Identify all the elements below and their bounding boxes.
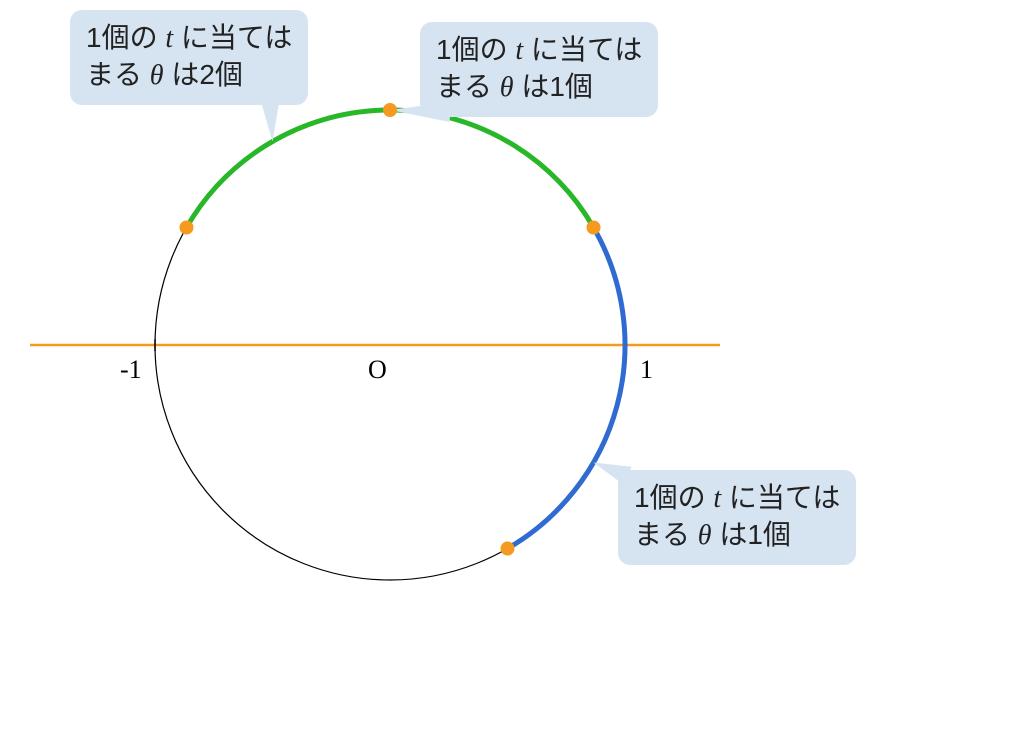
coord-label-0: -1 [120,355,142,384]
callout-top-right: 1個の t に当てはまる θ は1個 [420,22,658,117]
callout-bottom-right-line1: 1個の t に当ては [634,480,840,517]
coord-label-1: O [368,355,387,384]
callout-bottom-right: 1個の t に当てはまる θ は1個 [618,470,856,565]
arc-dot-3 [501,542,515,556]
callout-top-left-line2: まる θ は2個 [86,57,292,94]
callout-top-right-line1: 1個の t に当ては [436,32,642,69]
arc-dot-1 [383,103,397,117]
arc-dot-0 [179,221,193,235]
coord-label-2: 1 [640,355,653,384]
callout-top-left: 1個の t に当てはまる θ は2個 [70,10,308,105]
callout-bottom-right-line2: まる θ は1個 [634,517,840,554]
green-arc [186,110,593,228]
callout-top-right-line2: まる θ は1個 [436,69,642,106]
blue-arc [508,228,626,549]
callout-top-left-line1: 1個の t に当ては [86,20,292,57]
arc-dot-2 [587,221,601,235]
